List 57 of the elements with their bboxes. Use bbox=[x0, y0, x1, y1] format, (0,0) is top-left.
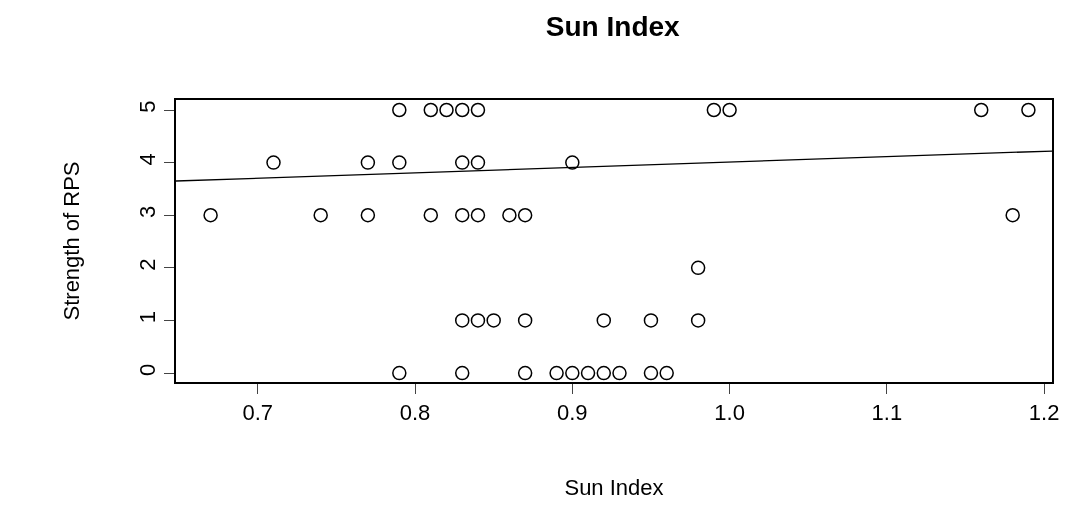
point bbox=[596, 313, 612, 328]
point bbox=[1005, 207, 1020, 223]
point bbox=[565, 155, 580, 170]
point bbox=[360, 207, 376, 223]
point bbox=[203, 207, 218, 223]
point bbox=[517, 365, 533, 381]
point bbox=[1021, 102, 1036, 118]
point bbox=[486, 313, 501, 328]
point bbox=[470, 313, 486, 328]
point bbox=[690, 260, 706, 276]
point bbox=[454, 155, 470, 170]
point bbox=[517, 313, 533, 328]
point bbox=[690, 313, 706, 328]
point bbox=[643, 313, 659, 328]
point bbox=[517, 207, 533, 223]
x-tick-label: 0.8 bbox=[399, 400, 431, 426]
point bbox=[439, 102, 454, 118]
point bbox=[549, 365, 564, 381]
x-axis-title: Sun Index bbox=[564, 474, 664, 500]
point bbox=[706, 102, 722, 118]
point bbox=[973, 102, 989, 118]
point bbox=[266, 155, 281, 170]
point bbox=[612, 365, 627, 381]
y-axis-title: Strength of RPS bbox=[58, 161, 84, 321]
y-tick-label: 3 bbox=[135, 205, 161, 219]
point bbox=[596, 365, 612, 381]
point bbox=[643, 365, 659, 381]
y-tick-label: 4 bbox=[135, 153, 161, 166]
point bbox=[470, 102, 486, 118]
point bbox=[423, 102, 439, 118]
y-tick-label: 2 bbox=[135, 258, 161, 271]
x-tick-label: 1.0 bbox=[714, 400, 745, 426]
x-tick-label: 1.2 bbox=[1028, 400, 1060, 426]
y-tick-label: 5 bbox=[135, 100, 161, 113]
point bbox=[423, 207, 439, 223]
x-tick-label: 1.1 bbox=[871, 400, 903, 426]
x-tick-label: 0.9 bbox=[557, 400, 588, 426]
point bbox=[454, 207, 470, 223]
point bbox=[470, 207, 486, 223]
point bbox=[454, 365, 470, 381]
point bbox=[360, 155, 376, 170]
y-tick-label: 0 bbox=[135, 363, 161, 376]
point bbox=[659, 365, 674, 381]
point bbox=[392, 102, 407, 118]
point bbox=[454, 102, 470, 118]
point bbox=[392, 365, 407, 381]
point bbox=[470, 155, 486, 170]
point bbox=[565, 365, 580, 381]
point bbox=[580, 365, 596, 381]
chart-title: Sun Index bbox=[545, 11, 681, 43]
x-tick-label: 0.7 bbox=[242, 400, 274, 426]
point bbox=[454, 313, 470, 328]
point bbox=[313, 207, 328, 223]
y-tick-label: 1 bbox=[135, 311, 161, 324]
point bbox=[392, 155, 407, 170]
point bbox=[502, 207, 517, 223]
point bbox=[722, 102, 737, 118]
